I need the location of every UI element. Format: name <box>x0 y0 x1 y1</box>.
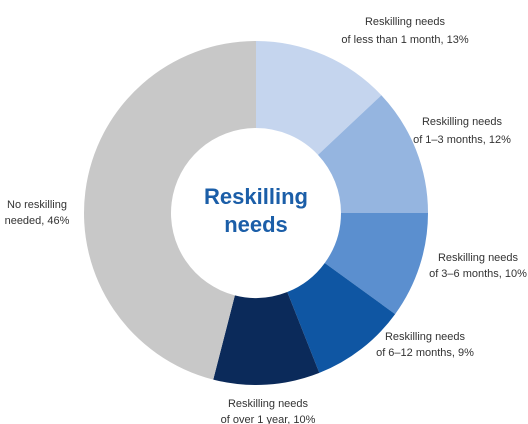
donut-segment <box>256 41 382 155</box>
data-label: No reskilling <box>7 199 67 211</box>
donut-segment <box>287 262 396 373</box>
data-label: needed, 46% <box>5 215 70 227</box>
data-label: Reskilling needs <box>365 16 446 28</box>
data-label: of over 1 year, 10% <box>221 414 316 424</box>
data-label: of less than 1 month, 13% <box>341 34 468 46</box>
data-label: of 3–6 months, 10% <box>429 268 527 280</box>
data-label: of 6–12 months, 9% <box>376 347 474 359</box>
data-label: of 1–3 months, 12% <box>413 134 511 146</box>
donut-segment <box>317 95 428 213</box>
data-label: Reskilling needs <box>438 252 519 264</box>
data-label: Reskilling needs <box>385 331 466 343</box>
donut-segment <box>324 213 428 315</box>
donut-segment <box>84 41 257 380</box>
center-label: needs <box>224 212 288 237</box>
center-label: Reskilling <box>204 184 308 209</box>
data-label: Reskilling needs <box>228 398 309 410</box>
donut-segment <box>213 292 320 385</box>
data-label: Reskilling needs <box>422 116 503 128</box>
